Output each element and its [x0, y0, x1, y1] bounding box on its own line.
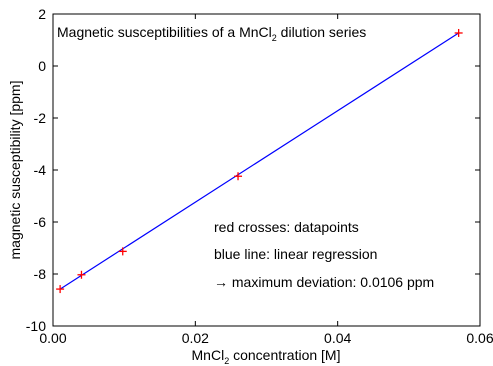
- data-point-cross: [77, 270, 86, 279]
- y-tick-label: -4: [34, 162, 47, 178]
- y-axis: -10 -8 -6 -4 -2 0 2: [26, 6, 480, 334]
- data-point-cross: [454, 28, 463, 37]
- annotation-max-deviation: → maximum deviation: 0.0106 ppm: [214, 274, 434, 290]
- x-axis: 0.00 0.02 0.04 0.06: [39, 14, 493, 346]
- y-axis-label: magnetic susceptibility [ppm]: [7, 81, 23, 260]
- x-tick-label: 0.00: [39, 330, 66, 346]
- plot-frame: [52, 13, 481, 327]
- y-tick-label: -6: [34, 214, 47, 230]
- annotation-regression: blue line: linear regression: [214, 246, 377, 262]
- x-axis-label-tail: concentration [M]: [229, 347, 340, 363]
- x-axis-label-subscript: 2: [224, 356, 229, 366]
- x-tick-label: 0.06: [466, 330, 493, 346]
- y-tick-label: 0: [38, 58, 46, 74]
- y-tick-label: -10: [26, 318, 46, 334]
- chart-title-subscript: 2: [272, 33, 277, 43]
- chart-title: Magnetic susceptibilities of a MnCl2 dil…: [57, 24, 366, 43]
- data-point-cross: [234, 172, 243, 181]
- y-tick-label: -2: [34, 110, 47, 126]
- data-point-cross: [56, 285, 65, 294]
- y-tick-label: 2: [38, 6, 46, 22]
- x-tick-label: 0.04: [324, 330, 351, 346]
- x-axis-label: MnCl2 concentration [M]: [192, 347, 341, 366]
- chart-title-tail: dilution series: [277, 24, 367, 40]
- regression-line: [59, 32, 459, 290]
- data-point-cross: [118, 247, 127, 256]
- annotation-datapoints: red crosses: datapoints: [214, 219, 359, 235]
- x-tick-label: 0.02: [182, 330, 209, 346]
- y-tick-label: -8: [34, 266, 47, 282]
- data-series: [56, 28, 463, 294]
